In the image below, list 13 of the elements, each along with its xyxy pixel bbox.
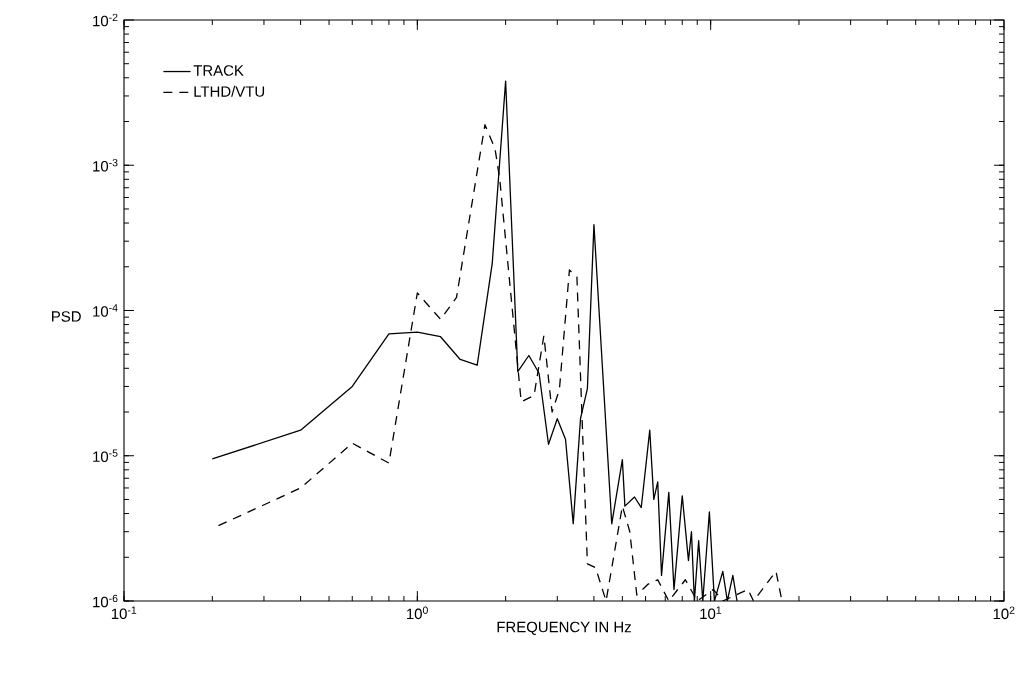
x-tick-label: 10$^{0}$ xyxy=(407,606,428,620)
y-axis-title: PSD xyxy=(52,311,81,322)
y-tick-label: 10$^{-6}$ xyxy=(93,594,118,608)
legend-label: TRACK xyxy=(193,65,244,76)
y-tick-label: 10$^{-4}$ xyxy=(93,304,118,317)
legend-label: LTHD/VTU xyxy=(194,85,265,97)
y-tick-label: 10$^{-5}$ xyxy=(93,449,118,463)
x-tick-label: 10$^{2}$ xyxy=(993,606,1015,620)
x-tick-label: 10$^{1}$ xyxy=(700,606,722,620)
y-tick-label: 10$^{-2}$ xyxy=(93,13,118,27)
y-tick-label: 10$^{-3}$ xyxy=(93,158,118,172)
x-tick-label: 10$^{-1}$ xyxy=(111,606,137,620)
x-axis-title: FREQUENCY IN Hz xyxy=(497,621,631,635)
